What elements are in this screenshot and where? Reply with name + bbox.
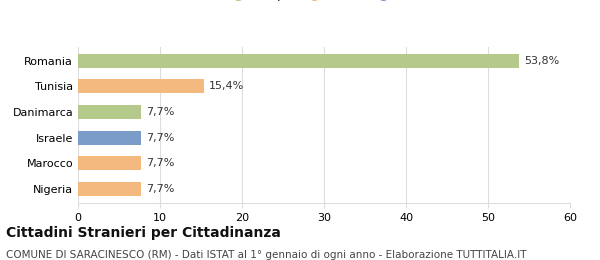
Text: Cittadini Stranieri per Cittadinanza: Cittadini Stranieri per Cittadinanza [6,226,281,240]
Bar [78,131,141,145]
Bar [78,80,204,94]
Bar [78,54,519,68]
Bar [78,156,141,170]
Text: COMUNE DI SARACINESCO (RM) - Dati ISTAT al 1° gennaio di ogni anno - Elaborazion: COMUNE DI SARACINESCO (RM) - Dati ISTAT … [6,250,527,259]
Text: 7,7%: 7,7% [146,133,175,142]
Legend: Europa, Africa, Asia: Europa, Africa, Asia [223,0,425,6]
Text: 7,7%: 7,7% [146,107,175,117]
Text: 7,7%: 7,7% [146,158,175,168]
Bar [78,105,141,119]
Text: 15,4%: 15,4% [209,81,244,92]
Text: 7,7%: 7,7% [146,184,175,194]
Bar [78,182,141,196]
Text: 53,8%: 53,8% [524,56,559,66]
